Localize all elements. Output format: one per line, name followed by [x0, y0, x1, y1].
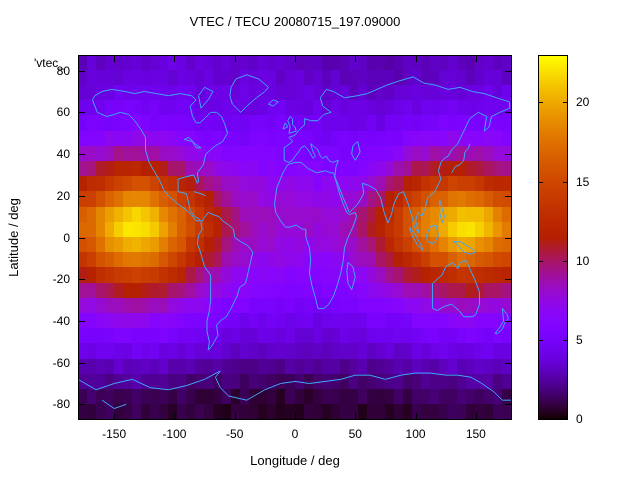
colorbar-tick-label: 0	[576, 412, 583, 426]
x-tick-label: -150	[102, 427, 127, 441]
colorbar-tick-label: 20	[576, 95, 590, 110]
colorbar-tick-label: 5	[576, 332, 583, 347]
y-tick-label: 0	[63, 230, 70, 245]
y-tick-label: -80	[52, 397, 70, 412]
x-tick-label: -50	[226, 427, 244, 441]
x-tick-label: -100	[162, 427, 187, 441]
x-tick-label: 150	[465, 427, 486, 441]
y-tick-label: 80	[56, 63, 70, 78]
x-axis-label: Longitude / deg	[250, 453, 340, 468]
y-tick-label: 20	[56, 188, 70, 203]
chart-title: VTEC / TECU 20080715_197.09000	[189, 14, 401, 29]
y-tick-label: -40	[52, 313, 70, 328]
colorbar-tick-label: 15	[576, 174, 590, 189]
x-tick-label: 100	[405, 427, 426, 441]
y-tick-label: -20	[52, 272, 70, 287]
colorbar-tick-label: 10	[576, 253, 590, 268]
y-tick-label: -60	[52, 355, 70, 370]
y-tick-label: 60	[56, 105, 70, 120]
x-tick-label: 0	[291, 427, 299, 441]
y-tick-label: 40	[56, 147, 70, 162]
colorbar-canvas	[538, 55, 568, 420]
x-tick-label: 50	[348, 427, 362, 441]
heatmap-canvas	[78, 55, 512, 420]
legend-key-label: 'vtec_	[34, 56, 65, 70]
